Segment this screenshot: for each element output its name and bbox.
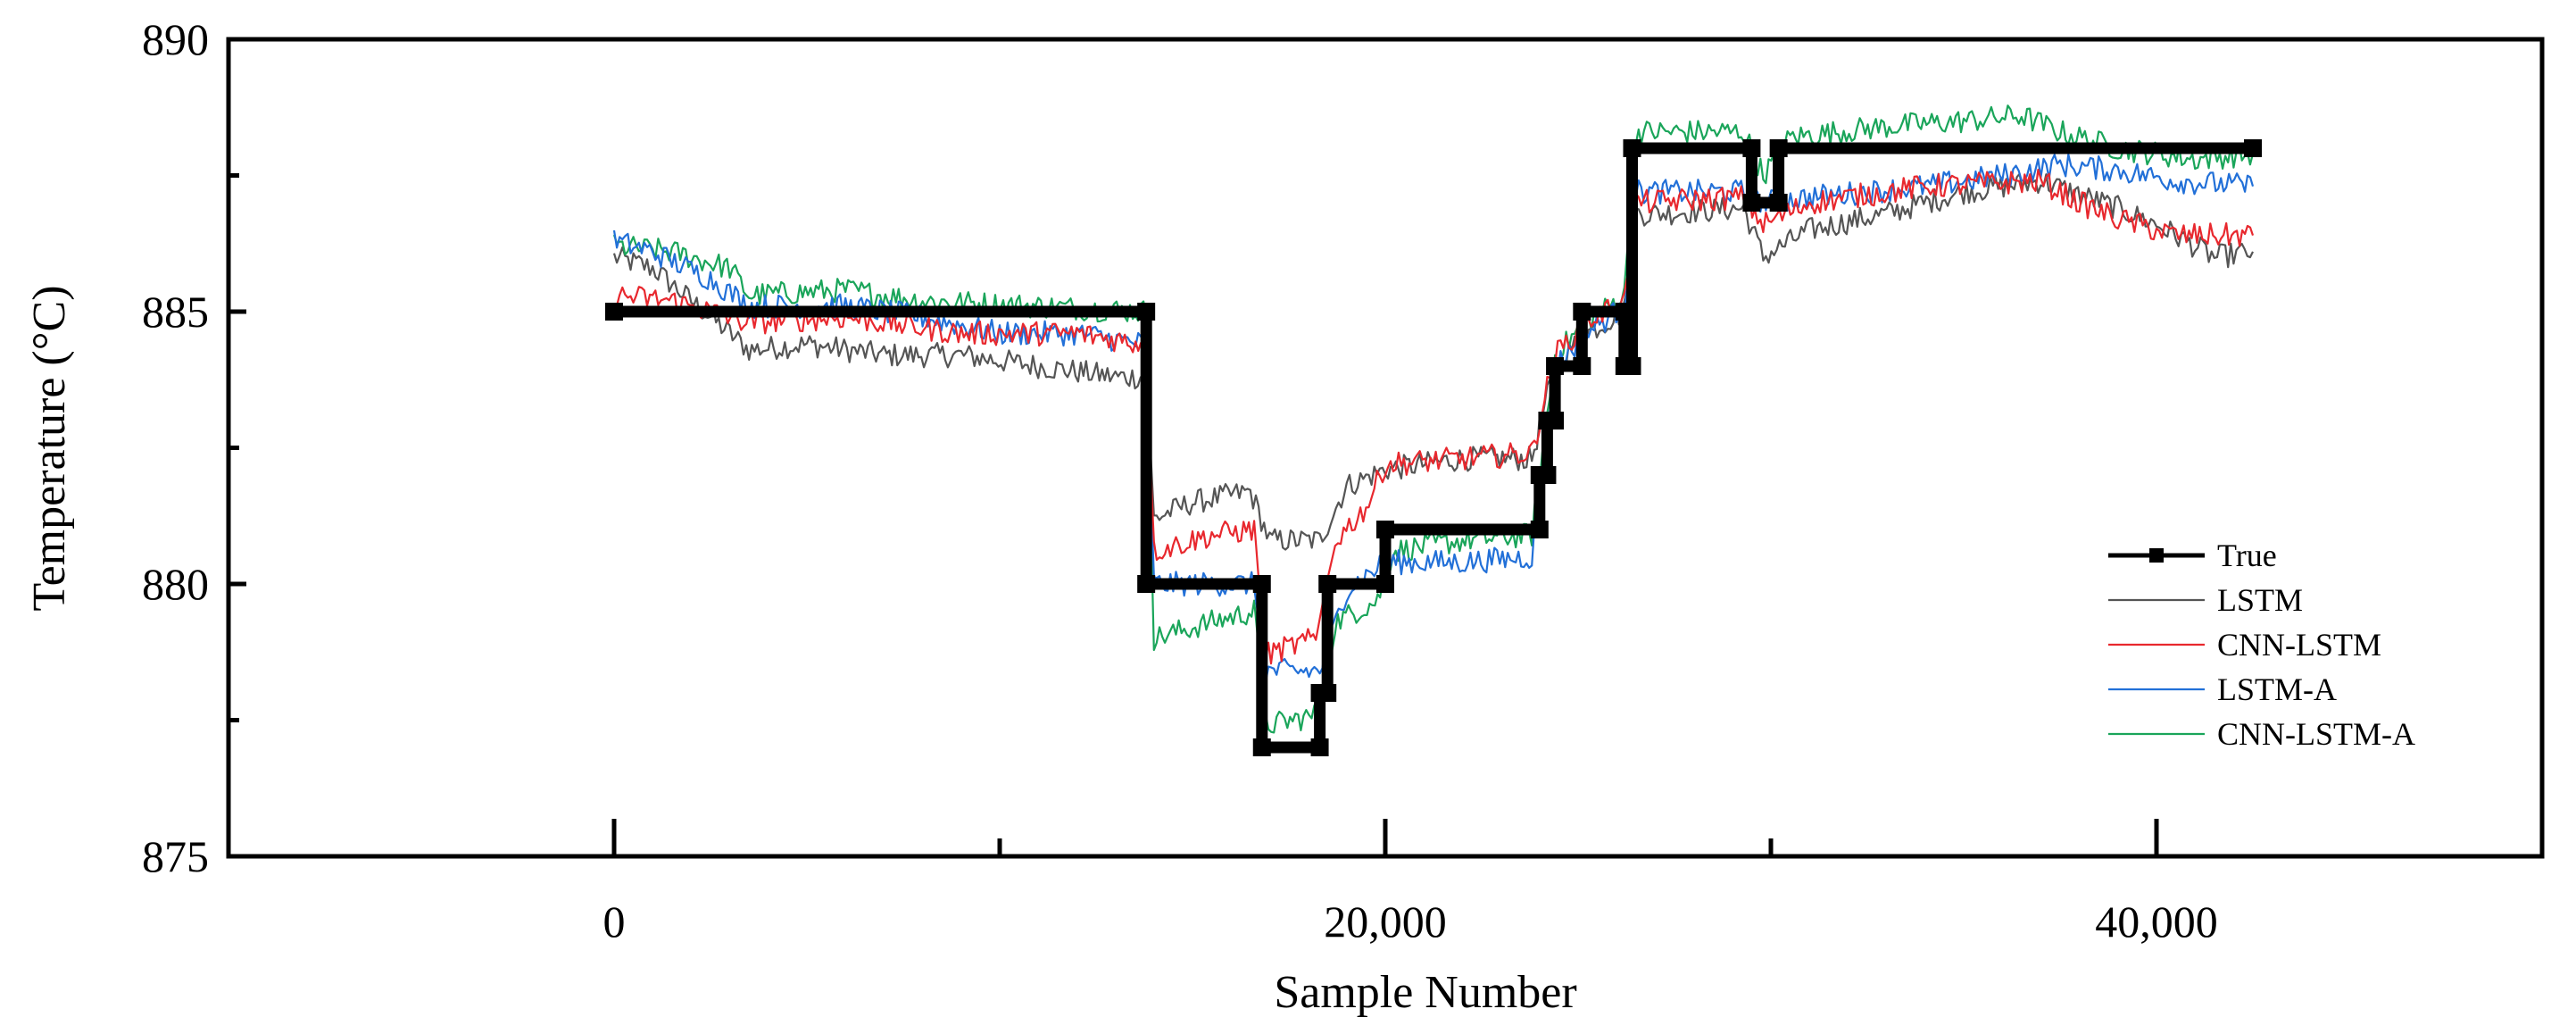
true-marker [605,303,623,321]
y-tick-label: 885 [142,287,209,337]
series-line-cnn-lstm [613,168,2255,665]
x-tick-label: 0 [603,896,626,946]
series-line-true [614,142,2253,754]
true-marker [1310,738,1329,756]
true-marker [1252,738,1271,756]
series-line-cnn-lstm-a [612,104,2255,734]
legend-label-lstm-a: LSTM-A [2217,671,2337,707]
true-marker [1530,521,1549,538]
true-marker [1573,357,1591,375]
true-marker [1546,357,1565,375]
x-tick-label: 40,000 [2095,896,2218,946]
true-marker [1376,521,1394,538]
true-marker [1615,303,1633,321]
y-axis-title: Temperature (°C) [24,285,75,611]
y-tick-label: 890 [142,14,209,64]
series-line-lstm [612,172,2254,551]
true-marker [2244,139,2262,157]
x-axis-title: Sample Number [1274,967,1576,1018]
true-marker [1769,194,1788,212]
true-marker [1376,575,1394,593]
series-layer [605,104,2262,756]
y-tick-label: 880 [142,559,209,609]
series-line-lstm-a [612,153,2255,683]
legend-marker-true [2149,548,2164,563]
legend-label-lstm: LSTM [2217,582,2303,618]
true-marker [1623,357,1641,375]
legend-label-true: True [2217,538,2277,573]
legend-label-cnn-lstm: CNN-LSTM [2217,627,2381,663]
true-marker [1318,575,1337,593]
true-marker [1742,139,1761,157]
ticks-layer: 0 20,000 40,000 875 880 885 890 [142,14,2218,946]
true-marker [1137,575,1156,593]
y-tick-label: 875 [142,831,209,881]
true-marker [1546,412,1565,429]
true-marker [1573,303,1591,321]
true-marker [1742,194,1761,212]
legend-label-cnn-lstm-a: CNN-LSTM-A [2217,716,2415,752]
true-marker [1769,139,1788,157]
true-marker [1623,139,1641,157]
x-tick-label: 20,000 [1324,896,1447,946]
true-marker [1538,466,1557,484]
true-marker [1137,303,1156,321]
true-marker [1252,575,1271,593]
true-marker [1318,684,1337,702]
legend: True LSTM CNN-LSTM LSTM-A CNN-LSTM-A [2108,538,2415,752]
